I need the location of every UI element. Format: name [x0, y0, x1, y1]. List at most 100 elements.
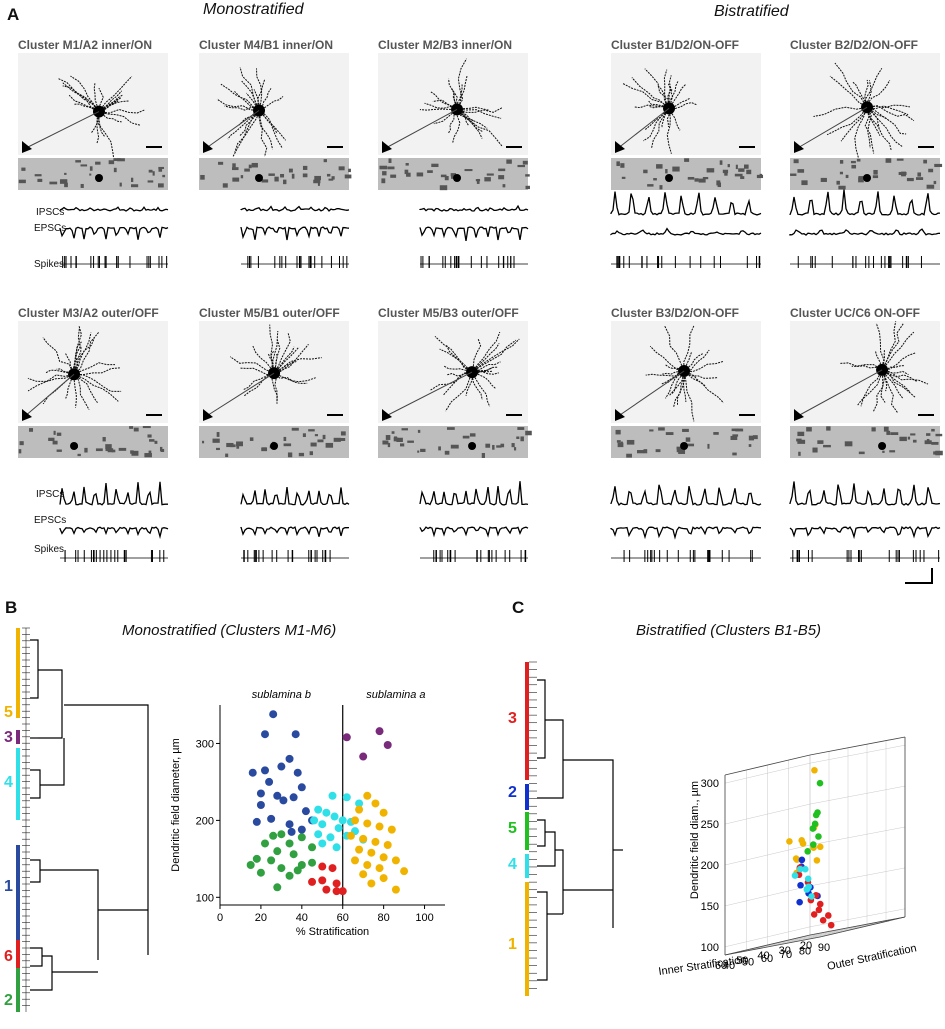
scatter3d-point-cluster-4: [808, 893, 815, 900]
cell-title: Cluster M5/B3 outer/OFF: [378, 306, 519, 320]
scatter-point-cluster-2: [267, 856, 276, 865]
trace-label-epsc: EPSCs: [34, 515, 67, 526]
scatter-point-cluster-5: [351, 856, 359, 865]
scatter-point-cluster-3: [375, 727, 384, 736]
scatter-point-cluster-5: [371, 837, 380, 846]
panel-c-title: Bistratified (Clusters B1-B5): [636, 622, 822, 639]
panel-b-title: Monostratified (Clusters M1-M6): [122, 622, 337, 639]
scatter3d-point-cluster-1: [811, 766, 818, 774]
cell-side-view-image: [378, 426, 532, 458]
cell-8: Cluster M5/B3 outer/OFF: [378, 306, 538, 320]
scatter-point-cluster-3: [359, 752, 368, 761]
scatter3d-point-cluster-3: [816, 900, 824, 908]
scatter3d-point-cluster-5: [815, 833, 822, 840]
scatter-point-cluster-2: [308, 843, 317, 852]
scatter-point-cluster-2: [246, 861, 255, 869]
scatter-point-cluster-5: [363, 791, 372, 800]
scatter-point-cluster-5: [346, 831, 355, 840]
cell-1: Cluster M1/A2 inner/ON: [18, 38, 178, 52]
scatter-point-cluster-1: [287, 827, 296, 836]
cell-current-traces: [59, 206, 169, 268]
scatter-point-cluster-5: [387, 825, 396, 834]
cell-title: Cluster M4/B1 inner/ON: [199, 38, 334, 52]
outer-tick-label: 80: [799, 946, 811, 958]
scatter-point-cluster-1: [248, 768, 257, 777]
scatter-point-cluster-4: [330, 812, 339, 821]
cell-5: Cluster B2/D2/ON-OFF: [790, 38, 945, 52]
scatter3d-point-cluster-1: [799, 840, 807, 847]
cell-current-traces: [610, 484, 762, 562]
scatter3d-point-cluster-3: [810, 911, 818, 918]
cell-side-view-image: [18, 158, 168, 190]
z-tick-label: 200: [701, 860, 719, 872]
cell-side-view-image: [199, 426, 349, 458]
scatter3d-point-cluster-4: [803, 886, 811, 893]
scatter-point-cluster-1: [269, 710, 278, 719]
scatter-point-cluster-4: [310, 816, 319, 825]
inner-tick-label: 30: [779, 945, 791, 957]
trace-label-spikes: Spikes: [34, 259, 65, 270]
scatter-point-cluster-1: [265, 777, 274, 786]
scatter-point-cluster-1: [289, 793, 298, 802]
scatter3d-point-cluster-5: [804, 848, 811, 855]
x-axis-label: % Stratification: [296, 926, 369, 938]
inner-tick-label: 60: [715, 960, 727, 972]
cell-current-traces: [419, 204, 529, 268]
cell-2: Cluster M4/B1 inner/ON: [199, 38, 359, 52]
cell-side-view-image: [790, 426, 943, 458]
scatter-point-cluster-2: [252, 854, 261, 863]
scatter-point-cluster-1: [256, 801, 265, 809]
scatter-point-cluster-3: [342, 733, 351, 742]
scatter-point-cluster-5: [359, 870, 368, 879]
scatter3d-point-cluster-5: [810, 841, 817, 848]
scatter-point-cluster-5: [359, 834, 368, 843]
cell-morphology-image: [18, 321, 168, 423]
scatter-point-cluster-1: [261, 730, 269, 739]
scatter-point-cluster-1: [297, 825, 306, 834]
y-tick-label: 300: [196, 738, 214, 750]
cell-title: Cluster UC/C6 ON-OFF: [790, 306, 921, 320]
z-axis-label: Dendritic field diam., µm: [689, 781, 701, 899]
scatter3d-point-cluster-5: [809, 825, 817, 832]
cell-current-traces: [419, 481, 529, 562]
trace-label-epsc: EPSCs: [34, 223, 67, 234]
scatter-point-cluster-5: [367, 848, 376, 857]
scatter-point-cluster-4: [332, 843, 341, 852]
scatter3d-point-cluster-5: [812, 811, 820, 819]
cluster-label: 4: [508, 856, 517, 873]
x-tick-label: 100: [415, 912, 433, 924]
outer-tick-label: 70: [780, 949, 792, 961]
scatter3d-point-cluster-2: [797, 881, 804, 889]
monostratified-scatter-plot: 0 20 40 60 80 100 100 200 300 % Stratification Den…: [170, 689, 445, 938]
y-axis-label: Dendritic field diameter, µm: [170, 738, 182, 872]
scatter-point-cluster-4: [318, 839, 327, 848]
cell-title: Cluster B1/D2/ON-OFF: [611, 38, 740, 52]
panel-a-letter: A: [7, 5, 20, 24]
scatter-point-cluster-2: [297, 833, 306, 842]
z-tick-label: 150: [701, 901, 719, 913]
cluster-label: 3: [508, 710, 517, 727]
scatter-point-cluster-1: [293, 768, 302, 777]
cell-title: Cluster M5/B1 outer/OFF: [199, 306, 340, 320]
y-tick-label: 100: [196, 892, 214, 904]
cluster-label: 5: [508, 820, 517, 837]
cell-title: Cluster M3/A2 outer/OFF: [18, 306, 159, 320]
scatter-point-cluster-6: [332, 887, 341, 896]
scatter3d-point-cluster-4: [802, 865, 809, 873]
annotation-sublamina-a: sublamina a: [366, 689, 425, 701]
scatter-point-cluster-2: [308, 858, 317, 867]
cell-6: Cluster M3/A2 outer/OFF: [18, 306, 178, 320]
cell-side-view-image: [378, 158, 530, 191]
scatter-point-cluster-5: [379, 808, 388, 817]
outer-tick-label: 50: [742, 956, 754, 968]
z-tick-label: 300: [701, 778, 719, 790]
scatter-point-cluster-2: [289, 850, 298, 859]
scatter-point-cluster-5: [375, 864, 384, 873]
cell-title: Cluster B3/D2/ON-OFF: [611, 306, 740, 320]
cell-side-view-image: [611, 158, 764, 190]
scatter3d-point-cluster-1: [813, 857, 821, 864]
cluster-label: 1: [508, 936, 517, 953]
scatter-point-cluster-1: [291, 730, 300, 739]
scatter-point-cluster-1: [267, 814, 276, 823]
scatter-point-cluster-2: [261, 839, 269, 848]
